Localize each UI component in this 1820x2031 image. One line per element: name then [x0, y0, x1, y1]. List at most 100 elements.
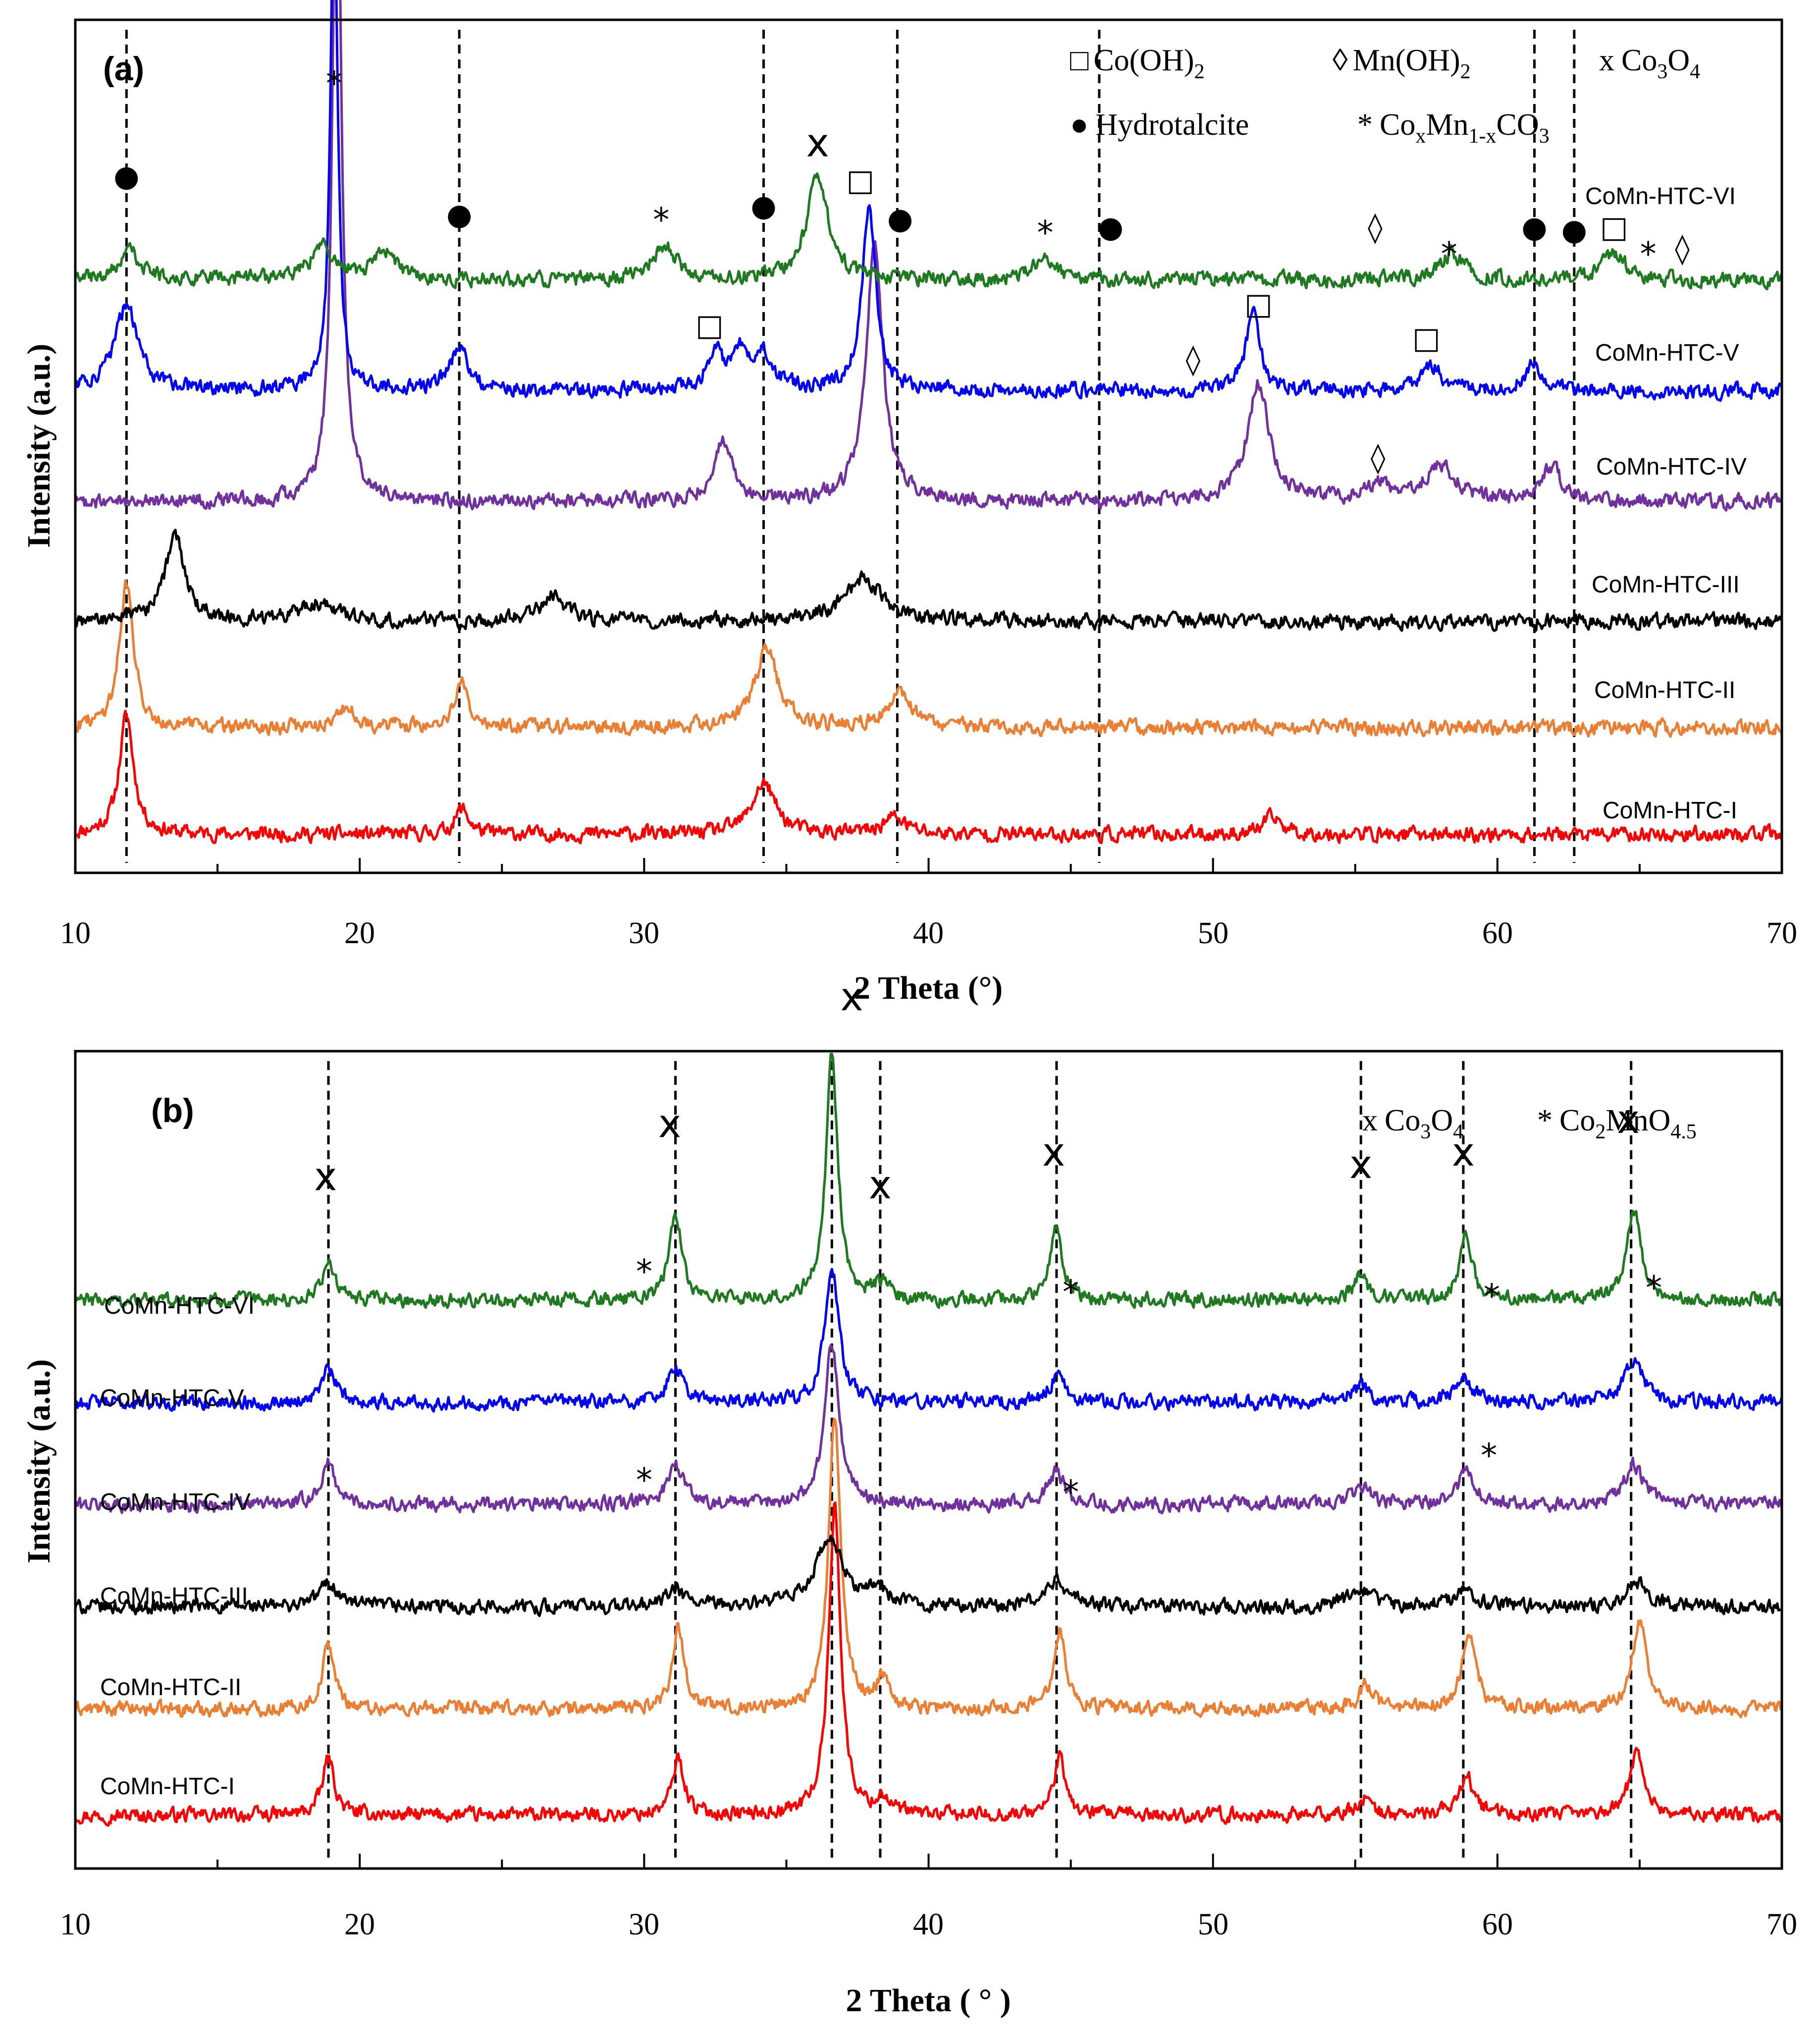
peak-marker: x — [1617, 1098, 1640, 1142]
peak-marker: □ — [1600, 210, 1628, 245]
legend-item-co3o4: x Co3O4 — [1599, 44, 1700, 83]
x-tick-label: 40 — [913, 1908, 944, 1941]
series-line-comn-htc-iv — [74, 1344, 1783, 1515]
peak-marker: ● — [1521, 210, 1547, 245]
peak-marker: * — [653, 201, 669, 239]
x-tick-label: 40 — [913, 916, 944, 950]
series-line-comn-htc-iii — [74, 1535, 1782, 1617]
series-labels: CoMn-HTC-VI CoMn-HTC-V CoMn-HTC-IV CoMn-… — [1585, 183, 1747, 824]
peak-marker: ◊ — [1675, 231, 1690, 266]
series-label: CoMn-HTC-IV — [100, 1489, 251, 1515]
peak-marker: ● — [887, 202, 913, 236]
x-tick-label: 30 — [629, 916, 659, 950]
series-group — [74, 1053, 1783, 1827]
peak-marker: □ — [696, 308, 724, 343]
y-axis-title: Intensity (a.u.) — [21, 344, 57, 548]
series-line-comn-htc-ii — [74, 579, 1783, 738]
x-tick-label: 60 — [1482, 1908, 1513, 1941]
series-line-comn-htc-v — [74, 1268, 1783, 1413]
series-label: CoMn-HTC-II — [1594, 677, 1735, 703]
x-tick-label: 20 — [344, 916, 375, 950]
x-tick-label: 60 — [1482, 916, 1513, 950]
peak-marker: □ — [1244, 287, 1273, 321]
peak-marker: ● — [1561, 213, 1587, 247]
legend-item-comn-carbonate: * CoxMn1-xCO3 — [1357, 108, 1550, 148]
series-labels: CoMn-HTC-VI CoMn-HTC-V CoMn-HTC-IV CoMn-… — [100, 1293, 255, 1800]
x-axis-title: 2 Theta (°) — [854, 970, 1003, 1006]
peak-marker: ● — [1098, 210, 1124, 245]
x-tick-label: 30 — [629, 1908, 659, 1941]
x-tick-label: 20 — [344, 1908, 375, 1941]
series-line-comn-htc-vi — [74, 172, 1783, 291]
y-axis-title: Intensity (a.u.) — [21, 1359, 57, 1564]
peak-marker: * — [636, 1461, 652, 1499]
legend: □ Co(OH)2 ◊ Mn(OH)2 x Co3O4 ● Hydrotalcite *… — [1070, 44, 1700, 148]
peak-marker: x — [658, 1102, 681, 1146]
x-axis-title: 2 Theta ( ° ) — [846, 1982, 1011, 2019]
peak-marker: * — [1063, 1473, 1079, 1511]
peak-marker: ● — [113, 159, 139, 194]
x-tick-label: 10 — [60, 1908, 91, 1941]
reference-lines — [125, 30, 1576, 863]
peak-marker: □ — [1412, 321, 1441, 356]
peak-marker: ● — [750, 189, 776, 223]
peak-marker: x — [869, 1163, 892, 1208]
peak-markers: ● * ● * ● x □ ● * ● ◊ * ● ● □ * ◊ □ ◊ □ □ ◊ — [113, 64, 1690, 475]
peak-marker: * — [1063, 1273, 1079, 1311]
series-label: CoMn-HTC-I — [1603, 798, 1737, 824]
x-tick-label: 50 — [1198, 916, 1229, 950]
peak-marker: * — [1037, 214, 1053, 252]
peak-marker: ● — [446, 197, 472, 232]
panel-label: (a) — [103, 50, 144, 88]
legend-item-mn-oh2: ◊ Mn(OH)2 — [1333, 44, 1471, 83]
series-line-comn-htc-ii — [74, 1417, 1782, 1718]
series-label: CoMn-HTC-VI — [104, 1293, 255, 1319]
peak-marker: * — [326, 64, 342, 103]
peak-marker: * — [1484, 1277, 1500, 1315]
series-line-comn-htc-vi — [75, 1053, 1783, 1309]
series-label: CoMn-HTC-V — [100, 1385, 244, 1411]
peak-markers: x x x x x x x x * * * * * * * — [314, 975, 1662, 1512]
peak-marker: * — [636, 1253, 652, 1291]
x-ticks — [74, 858, 1783, 873]
series-line-comn-htc-iii — [74, 529, 1783, 632]
peak-marker: x — [1349, 1143, 1372, 1187]
legend-item-co-oh2: □ Co(OH)2 — [1070, 44, 1205, 83]
peak-marker: x — [314, 1155, 337, 1200]
series-label: CoMn-HTC-IV — [1596, 454, 1747, 480]
x-tick-label: 10 — [60, 916, 91, 950]
x-tick-labels: 10 20 30 40 50 60 70 — [60, 1908, 1797, 1941]
series-label: CoMn-HTC-III — [100, 1583, 248, 1609]
peak-marker: ◊ — [1186, 342, 1201, 377]
peak-marker: x — [806, 121, 829, 166]
series-group — [74, 0, 1783, 845]
x-tick-label: 70 — [1766, 1908, 1797, 1941]
panel-b: x x x x x x x x * * * * * * * (b) x Co3O4 * Co2MnO4.5 Co… — [21, 975, 1797, 2019]
x-tick-labels: 10 20 30 40 50 60 70 — [60, 916, 1797, 950]
x-tick-label: 70 — [1766, 916, 1797, 950]
peak-marker: * — [1640, 235, 1657, 273]
panel-a: ● * ● * ● x □ ● * ● ◊ * ● ● □ * ◊ □ ◊ □ □ ◊ (a) □ Co(OH)2 ◊ Mn(… — [21, 0, 1797, 1006]
legend-item-co2mno45: * Co2MnO4.5 — [1537, 1104, 1697, 1143]
series-line-comn-htc-i — [74, 709, 1783, 845]
x-ticks — [74, 1854, 1783, 1869]
series-line-comn-htc-v — [74, 0, 1783, 402]
legend: x Co3O4 * Co2MnO4.5 — [1362, 1104, 1697, 1143]
peak-marker: * — [1441, 235, 1457, 273]
peak-marker: ◊ — [1368, 210, 1383, 245]
series-label: CoMn-HTC-I — [100, 1773, 235, 1800]
x-tick-label: 50 — [1198, 1908, 1229, 1941]
peak-marker: x — [1452, 1130, 1475, 1175]
series-label: CoMn-HTC-II — [100, 1674, 241, 1701]
series-label: CoMn-HTC-III — [1592, 572, 1740, 598]
peak-marker: * — [1481, 1437, 1497, 1475]
peak-marker: ◊ — [1371, 440, 1386, 475]
legend-item-co3o4: x Co3O4 — [1362, 1104, 1463, 1143]
series-label: CoMn-HTC-V — [1595, 340, 1739, 366]
peak-marker: x — [840, 975, 863, 1020]
peak-marker: □ — [846, 163, 874, 198]
peak-marker: * — [1646, 1269, 1662, 1307]
legend-item-hydrotalcite: ● Hydrotalcite — [1070, 108, 1249, 142]
panel-label: (b) — [151, 1092, 194, 1129]
